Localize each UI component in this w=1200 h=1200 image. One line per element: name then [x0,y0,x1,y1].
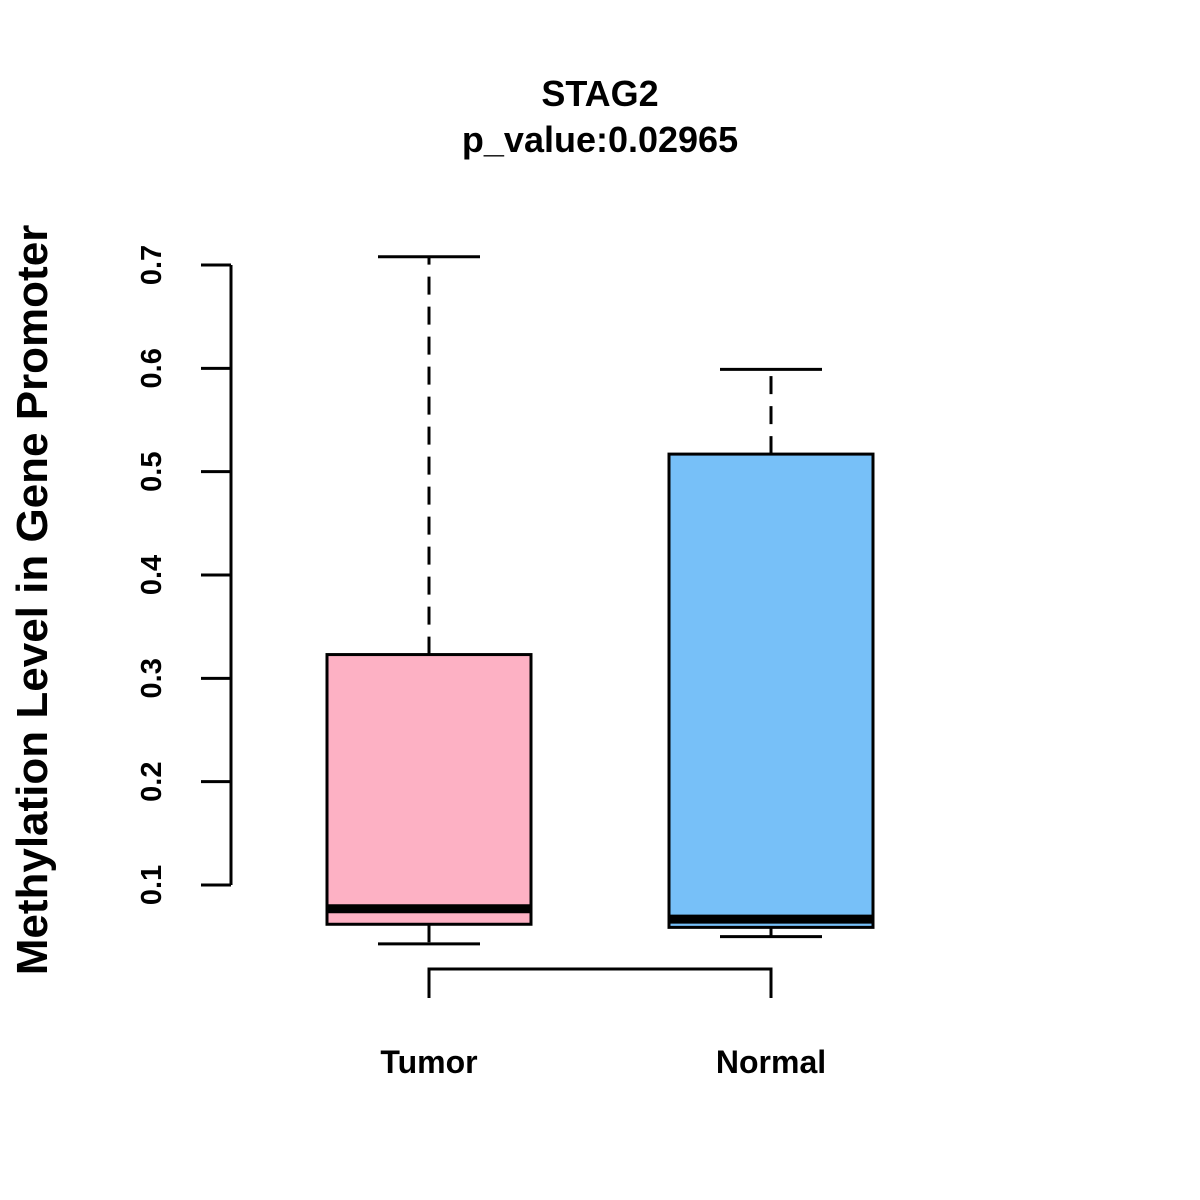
y-tick-label: 0.5 [136,452,168,492]
y-axis: 0.1 0.2 0.3 0.4 0.5 0.6 0.7 [136,245,233,905]
chart-subtitle: p_value:0.02965 [462,119,738,160]
chart-title: STAG2 [541,73,658,114]
y-tick-label: 0.4 [136,555,168,595]
box-group [325,255,875,946]
box-tumor [325,653,533,926]
y-tick-label: 0.2 [136,762,168,802]
y-tick-label: 0.7 [136,245,168,285]
y-axis-label: Methylation Level in Gene Promoter [8,225,57,976]
x-tick-label: Tumor [380,1044,477,1080]
bracket-line [427,967,773,998]
x-axis-labels: Tumor Normal [380,1044,826,1080]
y-tick-label: 0.3 [136,658,168,698]
y-tick-label: 0.1 [136,865,168,905]
y-tick-label: 0.6 [136,348,168,388]
x-tick-label: Normal [716,1044,826,1080]
comparison-bracket [427,967,773,998]
box-normal [667,452,875,929]
